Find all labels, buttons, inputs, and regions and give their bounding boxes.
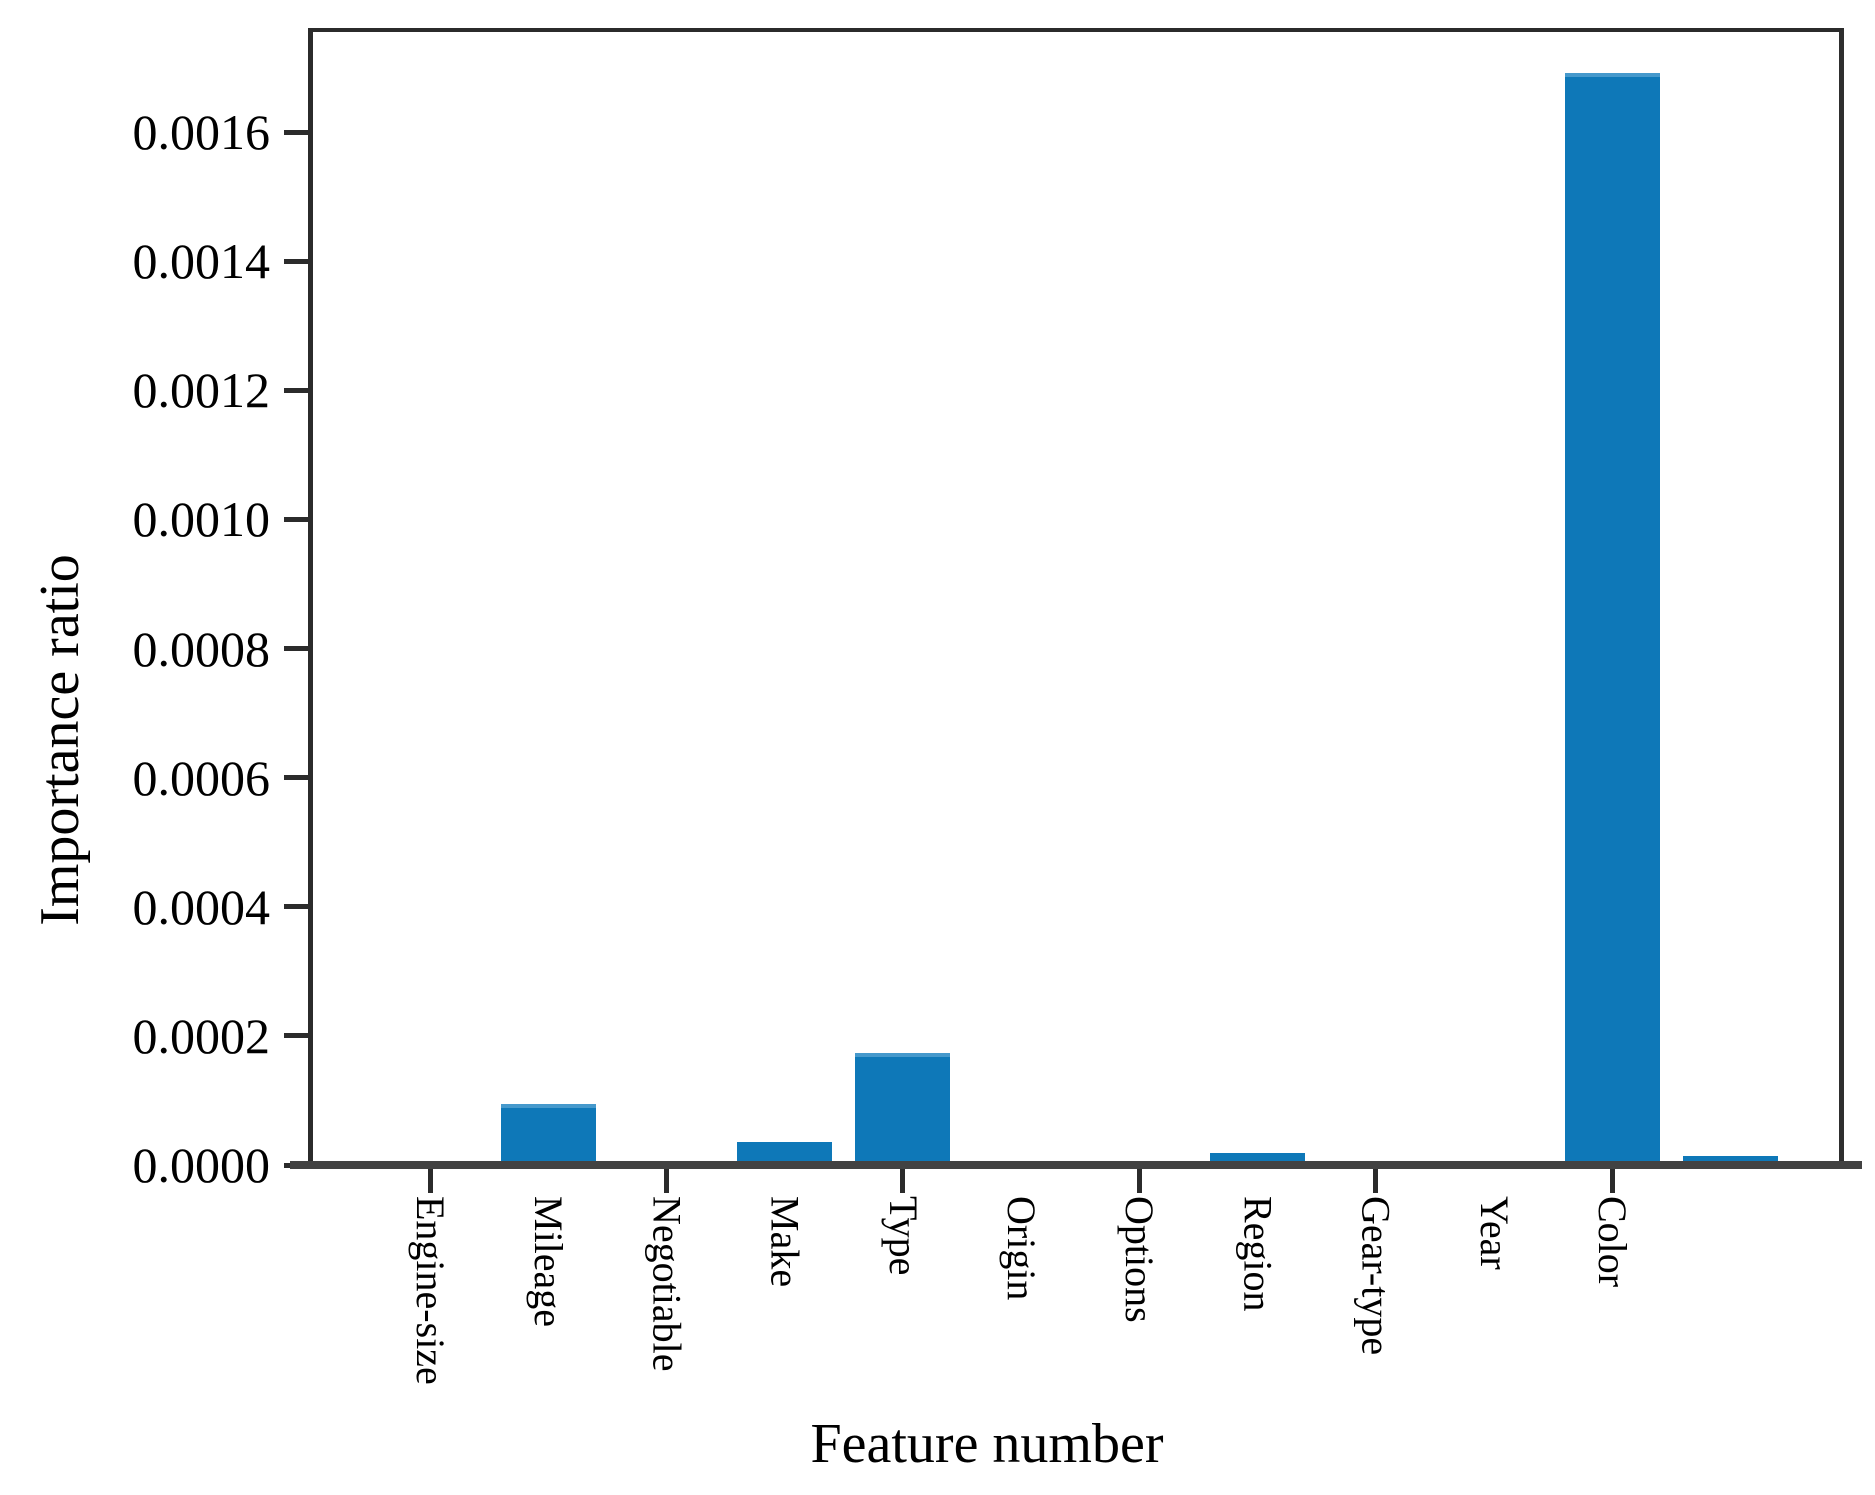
y-axis-tick-mark (284, 387, 308, 393)
y-axis-tick-mark (284, 258, 308, 264)
y-axis-tick-mark (284, 775, 308, 781)
x-axis-tick-mark (427, 1169, 433, 1193)
plot-area (308, 28, 1844, 1165)
x-axis-tick-label-make: Make (762, 1196, 808, 1288)
x-axis-tick-label-engine-size: Engine-size (408, 1196, 453, 1385)
y-axis-tick-label: 0.0012 (132, 362, 271, 419)
x-axis-tick-mark (1609, 1169, 1615, 1193)
y-axis-tick-mark (284, 516, 308, 522)
x-axis-tick-label-color: Color (1590, 1196, 1635, 1288)
x-axis-tick-mark (663, 1169, 669, 1193)
x-axis-tick-label-negotiable: Negotiable (644, 1196, 690, 1372)
x-axis-tick-label-type: Type (880, 1196, 926, 1276)
x-axis-tick-label-gear-type: Gear-type (1353, 1196, 1399, 1356)
y-axis-tick-label: 0.0002 (132, 1007, 271, 1064)
y-axis-tick-label: 0.0010 (132, 491, 271, 548)
x-axis-tick-label-origin: Origin (999, 1196, 1044, 1301)
y-axis-title: Importance ratio (29, 554, 91, 926)
y-axis-tick-mark (284, 904, 308, 910)
y-axis-tick-label: 0.0014 (132, 233, 271, 290)
x-axis-tick-label-region: Region (1235, 1196, 1281, 1312)
x-axis-tick-label-year: Year (1471, 1196, 1517, 1270)
x-axis-tick-mark (1373, 1169, 1379, 1193)
x-axis-title: Feature number (810, 1413, 1164, 1475)
x-axis-tick-mark (900, 1169, 906, 1193)
x-axis-tick-mark (1136, 1169, 1142, 1193)
x-axis-tick-label-options: Options (1117, 1196, 1163, 1323)
y-axis-tick-label: 0.0000 (132, 1137, 271, 1193)
y-axis-tick-mark (284, 646, 308, 651)
y-axis-tick-mark (284, 129, 308, 135)
y-axis-tick-mark (284, 1033, 308, 1039)
x-axis-tick-label-mileage: Mileage (526, 1196, 572, 1328)
y-axis-tick-label: 0.0016 (132, 104, 271, 160)
x-axis-line (290, 1161, 1862, 1169)
